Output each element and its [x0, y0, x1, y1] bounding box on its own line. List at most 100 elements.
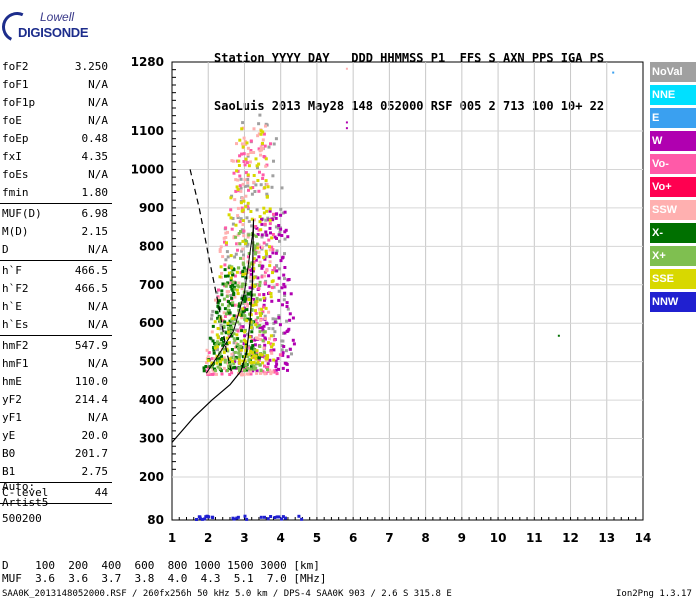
trace-point: [227, 358, 231, 362]
trace-point: [255, 303, 259, 307]
trace-point: [216, 304, 220, 308]
trace-point: [258, 345, 262, 348]
trace-point: [275, 269, 279, 273]
param-value: N/A: [88, 357, 108, 370]
trace-point: [233, 255, 237, 259]
trace-point: [291, 316, 295, 320]
trace-point: [233, 287, 237, 291]
param-label: MUF(D): [2, 207, 42, 220]
trace-point: [250, 330, 254, 334]
legend-item-vo: Vo-: [650, 154, 696, 174]
param-row: M(D) 2.15: [0, 223, 112, 241]
trace-point: [257, 287, 261, 290]
trace-point: [258, 330, 262, 334]
trace-point: [249, 140, 253, 144]
trace-point: [224, 242, 228, 246]
trace-point: [198, 516, 202, 520]
trace-point: [218, 316, 222, 319]
trace-point: [215, 291, 219, 295]
trace-point: [213, 369, 217, 373]
trace-point: [237, 304, 241, 308]
legend-item-e: E: [650, 108, 696, 128]
trace-point: [288, 312, 292, 316]
trace-point: [244, 158, 248, 162]
trace-point: [243, 334, 247, 338]
trace-point: [253, 356, 256, 360]
trace-point: [262, 211, 266, 215]
trace-point: [239, 271, 243, 275]
trace-point: [255, 250, 259, 254]
trace-point: [266, 517, 270, 521]
trace-point: [248, 369, 252, 373]
trace-point: [271, 251, 275, 255]
trace-point: [245, 240, 249, 244]
trace-point: [238, 368, 241, 372]
param-label: yF2: [2, 393, 22, 406]
trace-point: [249, 272, 253, 276]
trace-point: [241, 294, 245, 298]
trace-point: [274, 216, 278, 220]
trace-point: [264, 249, 268, 253]
trace-point: [263, 155, 267, 159]
trace-point: [262, 346, 266, 350]
trace-point: [263, 270, 267, 274]
trace-point: [244, 302, 248, 305]
trace-point: [230, 334, 234, 338]
trace-point: [267, 284, 271, 288]
trace-point: [260, 222, 264, 226]
trace-point: [251, 347, 255, 351]
trace-point: [229, 276, 233, 280]
trace-point: [238, 354, 242, 358]
trace-point: [231, 273, 235, 277]
trace-point: [223, 284, 227, 288]
trace-point: [263, 314, 267, 318]
trace-point: [216, 357, 220, 361]
trace-point: [260, 266, 264, 270]
param-label: h`F2: [2, 282, 29, 295]
trace-point: [281, 339, 285, 343]
trace-point: [211, 324, 215, 328]
trace-point: [243, 163, 247, 167]
trace-point: [251, 321, 254, 325]
trace-point: [233, 274, 237, 278]
trace-point: [231, 353, 235, 357]
trace-point: [225, 342, 229, 346]
trace-point: [273, 269, 277, 273]
trace-point: [248, 353, 252, 357]
trace-point: [239, 189, 243, 193]
trace-point: [247, 271, 251, 274]
trace-point: [238, 220, 242, 224]
trace-point: [273, 235, 277, 239]
trace-point: [251, 286, 255, 290]
trace-point: [241, 247, 245, 251]
trace-point: [269, 142, 272, 146]
trace-point: [236, 515, 240, 519]
trace-point: [259, 318, 263, 322]
trace-point: [236, 169, 240, 173]
param-value: 2.15: [81, 225, 109, 238]
trace-point: [241, 283, 244, 287]
trace-point: [239, 177, 243, 181]
trace-point: [228, 357, 232, 361]
trace-point: [272, 212, 275, 216]
trace-point: [280, 339, 284, 343]
trace-point: [269, 231, 272, 235]
trace-point: [249, 365, 253, 369]
trace-point: [230, 266, 233, 270]
trace-point: [232, 351, 236, 355]
trace-point: [248, 286, 252, 290]
trace-point: [268, 209, 272, 213]
trace-point: [200, 517, 204, 521]
trace-point: [233, 360, 237, 364]
trace-point: [207, 351, 211, 355]
trace-point: [282, 282, 286, 286]
param-value: N/A: [88, 411, 108, 424]
trace-point: [243, 184, 247, 188]
trace-point: [237, 310, 241, 313]
trace-point: [232, 267, 235, 271]
trace-point: [256, 316, 260, 320]
y-tick-label: 80: [147, 513, 164, 527]
trace-point: [216, 348, 219, 352]
trace-point: [256, 288, 260, 291]
trace-point: [281, 515, 285, 519]
